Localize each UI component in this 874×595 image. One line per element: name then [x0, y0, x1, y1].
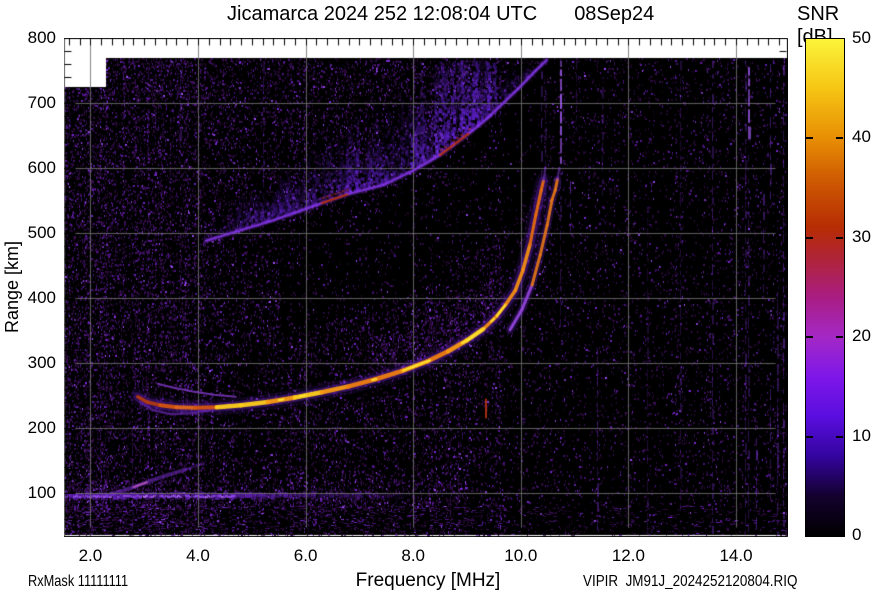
colorbar-tick-mark: [836, 435, 843, 438]
x-tick-label: 6.0: [293, 546, 318, 565]
y-tick-label: 700: [27, 93, 56, 112]
colorbar-tick-mark: [806, 336, 813, 339]
title-date: 08Sep24: [574, 3, 655, 25]
x-tick-label: 2.0: [78, 546, 103, 565]
footer-rxmask: RxMask 11111111: [28, 573, 129, 590]
colorbar-gradient: [805, 38, 845, 537]
title-station-time: Jicamarca 2024 252 12:08:04 UTC: [227, 3, 538, 25]
x-tick-label: 12.0: [611, 546, 645, 565]
ionogram-heatmap: [64, 38, 788, 537]
colorbar-tick-label: 20: [852, 326, 871, 346]
colorbar-tick-mark: [806, 137, 813, 140]
x-axis-title: Frequency [MHz]: [355, 570, 501, 591]
colorbar-tick-mark: [806, 435, 813, 438]
y-tick-label: 400: [27, 288, 56, 307]
y-tick-label: 300: [27, 353, 56, 372]
x-tick-label: 14.0: [719, 546, 753, 565]
colorbar-tick-label: 50: [852, 28, 871, 47]
y-tick-label: 100: [27, 483, 56, 502]
colorbar-tick-mark: [836, 236, 843, 239]
colorbar-tick-label: 10: [852, 425, 871, 445]
y-tick-label: 500: [27, 223, 56, 242]
colorbar-tick-mark: [806, 236, 813, 239]
y-tick-label: 800: [27, 28, 56, 47]
y-tick-label: 200: [27, 418, 56, 437]
x-tick-label: 8.0: [401, 546, 425, 565]
colorbar-tick-mark: [836, 336, 843, 339]
colorbar-tick-label: 40: [852, 127, 871, 147]
colorbar-tick-mark: [836, 137, 843, 140]
footer-filename: VIPIR JM91J_2024252120804.RIQ: [583, 573, 798, 590]
x-tick-label: 10.0: [504, 546, 538, 565]
colorbar-tick-label: 30: [852, 226, 871, 246]
x-tick-label: 4.0: [186, 546, 210, 565]
colorbar-tick-label: 0: [852, 525, 862, 544]
y-tick-label: 600: [27, 158, 56, 177]
page-title: Jicamarca 2024 252 12:08:04 UTC 08Sep24: [227, 3, 654, 26]
